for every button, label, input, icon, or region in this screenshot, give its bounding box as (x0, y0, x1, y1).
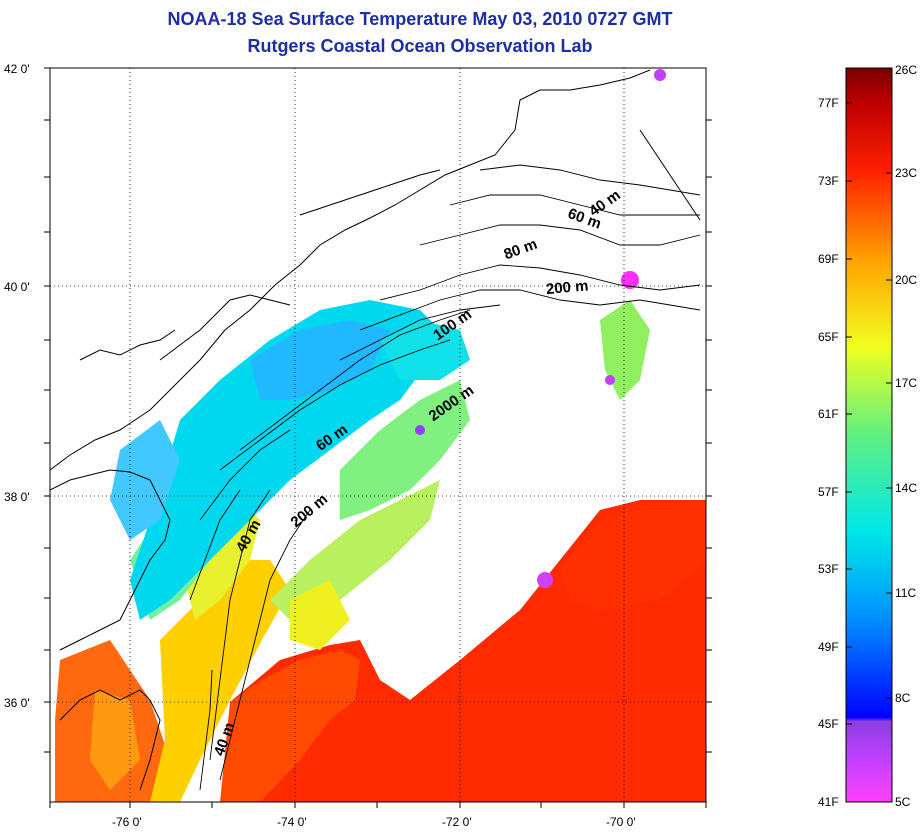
f-label: 77F (818, 96, 839, 110)
color-bar-gradient (845, 67, 893, 803)
c-label: 26C (895, 63, 917, 77)
c-label: 14C (895, 481, 917, 495)
colorbar-f-ticks (846, 102, 892, 725)
f-label: 61F (818, 407, 839, 421)
longitude-labels: -76 0' -74 0' -72 0' -70 0' (112, 815, 636, 829)
c-label: 17C (895, 376, 917, 390)
axis-ticks (44, 67, 712, 808)
lon-label: -76 0' (112, 815, 142, 829)
f-label: 49F (818, 640, 839, 654)
lon-label: -70 0' (606, 815, 636, 829)
lat-label: 36 0' (4, 696, 30, 710)
lon-label: -74 0' (277, 815, 307, 829)
f-label: 41F (818, 795, 839, 809)
f-label: 65F (818, 330, 839, 344)
bathymetry-contours (189, 164, 701, 791)
cool-water-region (110, 300, 470, 620)
graticule (50, 68, 706, 802)
c-label: 5C (895, 795, 911, 809)
c-label: 20C (895, 273, 917, 287)
f-label: 57F (818, 485, 839, 499)
colorbar-c-labels: 26C 23C 20C 17C 14C 11C 8C 5C (895, 63, 917, 809)
c-label: 23C (895, 166, 917, 180)
f-label: 69F (818, 252, 839, 266)
f-label: 45F (818, 717, 839, 731)
c-label: 8C (895, 691, 911, 705)
f-label: 53F (818, 562, 839, 576)
map-title: NOAA-18 Sea Surface Temperature May 03, … (167, 9, 673, 29)
lat-label: 38 0' (4, 490, 30, 504)
warm-water-region (55, 500, 706, 802)
lat-label: 40 0' (4, 280, 30, 294)
contour-label: 200 m (545, 277, 589, 298)
lon-label: -72 0' (442, 815, 472, 829)
latitude-labels: 42 0' 40 0' 38 0' 36 0' (4, 62, 30, 710)
c-label: 11C (895, 586, 916, 600)
lat-label: 42 0' (4, 62, 30, 76)
cold-spots (415, 69, 666, 588)
map-frame (49, 67, 707, 803)
coastline (50, 69, 701, 791)
map-subtitle: Rutgers Coastal Ocean Observation Lab (247, 36, 593, 56)
f-label: 73F (818, 174, 839, 188)
colorbar-f-labels: 77F 73F 69F 65F 61F 57F 53F 49F 45F 41F (818, 96, 839, 809)
